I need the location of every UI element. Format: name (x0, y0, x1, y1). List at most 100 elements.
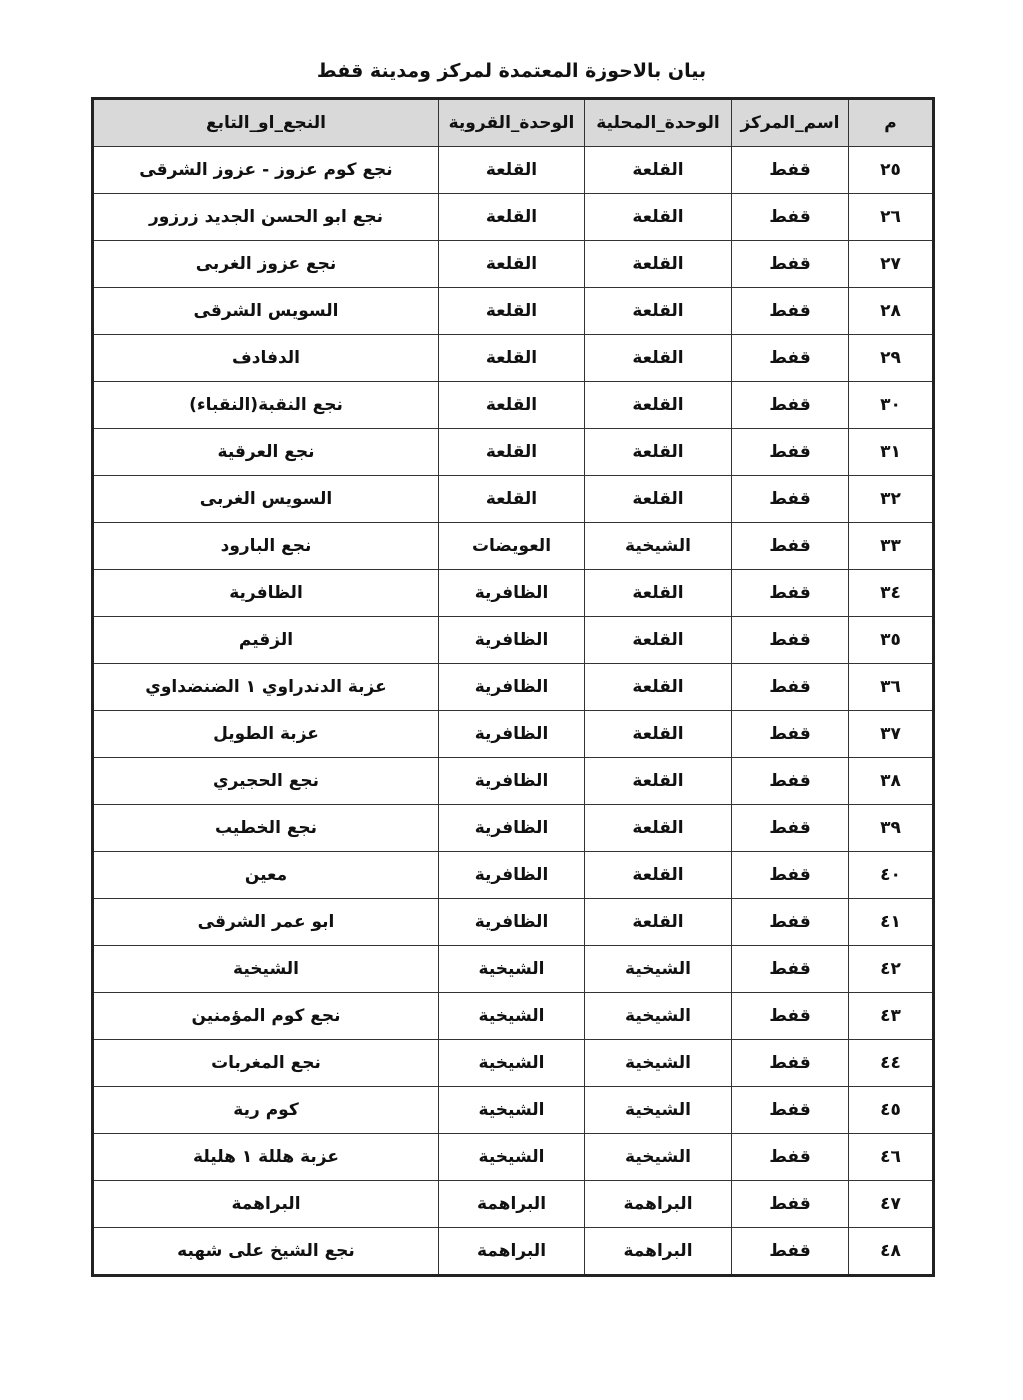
document-title: بيان بالاحوزة المعتمدة لمركز ومدينة قفط (316, 60, 707, 82)
cell-village-unit: القلعة (438, 240, 585, 288)
cell-local-unit: الشيخية (584, 522, 732, 570)
cell-index: ٤٦ (848, 1133, 934, 1181)
cell-index: ٣١ (848, 428, 934, 476)
cell-village-unit: القلعة (438, 193, 585, 241)
cell-hamlet: نجع الشيخ على شهبه (92, 1227, 439, 1276)
table-row: ٣٥ قفط القلعة الظافرية الزقيم (92, 616, 934, 664)
cell-hamlet: نجع كوم عزوز - عزوز الشرقى (92, 146, 439, 194)
table-row: ٣١ قفط القلعة القلعة نجع العرقية (92, 428, 934, 476)
cell-local-unit: البراهمة (584, 1180, 732, 1228)
table-row: ٣٩ قفط القلعة الظافرية نجع الخطيب (92, 804, 934, 852)
cell-hamlet: نجع المغربات (92, 1039, 439, 1087)
cell-index: ٤٤ (848, 1039, 934, 1087)
table-row: ٢٦ قفط القلعة القلعة نجع ابو الحسن الجديد زر… (92, 193, 934, 241)
cell-hamlet: البراهمة (92, 1180, 439, 1228)
cell-hamlet: الظافرية (92, 569, 439, 617)
cell-local-unit: القلعة (584, 193, 732, 241)
header-center-name: اسم_المركز (731, 98, 849, 147)
cell-index: ٤٥ (848, 1086, 934, 1134)
cell-hamlet: نجع العرقية (92, 428, 439, 476)
cell-hamlet: ابو عمر الشرقى (92, 898, 439, 946)
table-row: ٤٧ قفط البراهمة البراهمة البراهمة (92, 1180, 934, 1228)
cell-village-unit: الظافرية (438, 898, 585, 946)
cell-index: ٢٦ (848, 193, 934, 241)
cell-hamlet: معين (92, 851, 439, 899)
cell-index: ٣٨ (848, 757, 934, 805)
cell-village-unit: القلعة (438, 428, 585, 476)
cell-village-unit: الظافرية (438, 663, 585, 711)
table-header-row: م اسم_المركز الوحدة_المحلية الوحدة_القرو… (92, 98, 934, 147)
cell-local-unit: القلعة (584, 663, 732, 711)
cell-local-unit: القلعة (584, 616, 732, 664)
cell-index: ٣٢ (848, 475, 934, 523)
hamlets-table: م اسم_المركز الوحدة_المحلية الوحدة_القرو… (91, 97, 935, 1277)
cell-local-unit: القلعة (584, 428, 732, 476)
cell-village-unit: البراهمة (438, 1180, 585, 1228)
cell-local-unit: البراهمة (584, 1227, 732, 1276)
cell-center-name: قفط (731, 146, 849, 194)
cell-hamlet: عزبة الدندراوي ١ الضنضداوي (92, 663, 439, 711)
cell-index: ٢٩ (848, 334, 934, 382)
header-local-unit: الوحدة_المحلية (584, 98, 732, 147)
table-row: ٢٨ قفط القلعة القلعة السويس الشرقى (92, 287, 934, 335)
cell-index: ٣٣ (848, 522, 934, 570)
cell-village-unit: البراهمة (438, 1227, 585, 1276)
cell-local-unit: القلعة (584, 334, 732, 382)
table-row: ٣٨ قفط القلعة الظافرية نجع الحجيري (92, 757, 934, 805)
header-village-unit: الوحدة_القروية (438, 98, 585, 147)
table-row: ٤٤ قفط الشيخية الشيخية نجع المغربات (92, 1039, 934, 1087)
cell-hamlet: الشيخية (92, 945, 439, 993)
cell-village-unit: الشيخية (438, 1086, 585, 1134)
cell-village-unit: الشيخية (438, 945, 585, 993)
cell-center-name: قفط (731, 287, 849, 335)
cell-local-unit: القلعة (584, 475, 732, 523)
cell-village-unit: الشيخية (438, 992, 585, 1040)
cell-index: ٣٤ (848, 569, 934, 617)
cell-hamlet: نجع الخطيب (92, 804, 439, 852)
cell-index: ٤٧ (848, 1180, 934, 1228)
cell-village-unit: الظافرية (438, 616, 585, 664)
cell-local-unit: الشيخية (584, 1039, 732, 1087)
cell-village-unit: القلعة (438, 287, 585, 335)
table-row: ٤٢ قفط الشيخية الشيخية الشيخية (92, 945, 934, 993)
cell-center-name: قفط (731, 193, 849, 241)
cell-hamlet: نجع الحجيري (92, 757, 439, 805)
cell-center-name: قفط (731, 1086, 849, 1134)
cell-index: ٣٩ (848, 804, 934, 852)
cell-village-unit: الظافرية (438, 569, 585, 617)
cell-index: ٤١ (848, 898, 934, 946)
cell-village-unit: الظافرية (438, 710, 585, 758)
table-row: ٤٥ قفط الشيخية الشيخية كوم رية (92, 1086, 934, 1134)
table-row: ٤٨ قفط البراهمة البراهمة نجع الشيخ على شهبه (92, 1227, 934, 1276)
table-row: ٤١ قفط القلعة الظافرية ابو عمر الشرقى (92, 898, 934, 946)
cell-hamlet: نجع ابو الحسن الجديد زرزور (92, 193, 439, 241)
cell-center-name: قفط (731, 522, 849, 570)
cell-index: ٣٠ (848, 381, 934, 429)
cell-hamlet: نجع عزوز الغربى (92, 240, 439, 288)
table-row: ٢٥ قفط القلعة القلعة نجع كوم عزوز - عزوز الش… (92, 146, 934, 194)
cell-village-unit: الظافرية (438, 804, 585, 852)
cell-hamlet: السويس الغربى (92, 475, 439, 523)
cell-center-name: قفط (731, 1180, 849, 1228)
cell-center-name: قفط (731, 475, 849, 523)
cell-village-unit: الظافرية (438, 851, 585, 899)
cell-hamlet: نجع كوم المؤمنين (92, 992, 439, 1040)
cell-index: ٤٣ (848, 992, 934, 1040)
table-row: ٢٩ قفط القلعة القلعة الدفادف (92, 334, 934, 382)
header-hamlet: النجع_او_التابع (92, 98, 439, 147)
table-row: ٣٧ قفط القلعة الظافرية عزبة الطويل (92, 710, 934, 758)
cell-center-name: قفط (731, 334, 849, 382)
cell-hamlet: نجع البارود (92, 522, 439, 570)
cell-hamlet: عزبة الطويل (92, 710, 439, 758)
table-row: ٣٤ قفط القلعة الظافرية الظافرية (92, 569, 934, 617)
cell-index: ٢٥ (848, 146, 934, 194)
cell-local-unit: الشيخية (584, 945, 732, 993)
cell-local-unit: الشيخية (584, 1086, 732, 1134)
cell-center-name: قفط (731, 1039, 849, 1087)
cell-hamlet: كوم رية (92, 1086, 439, 1134)
cell-village-unit: القلعة (438, 334, 585, 382)
cell-index: ٣٥ (848, 616, 934, 664)
cell-index: ٤٢ (848, 945, 934, 993)
cell-local-unit: القلعة (584, 146, 732, 194)
cell-index: ٤٨ (848, 1227, 934, 1276)
